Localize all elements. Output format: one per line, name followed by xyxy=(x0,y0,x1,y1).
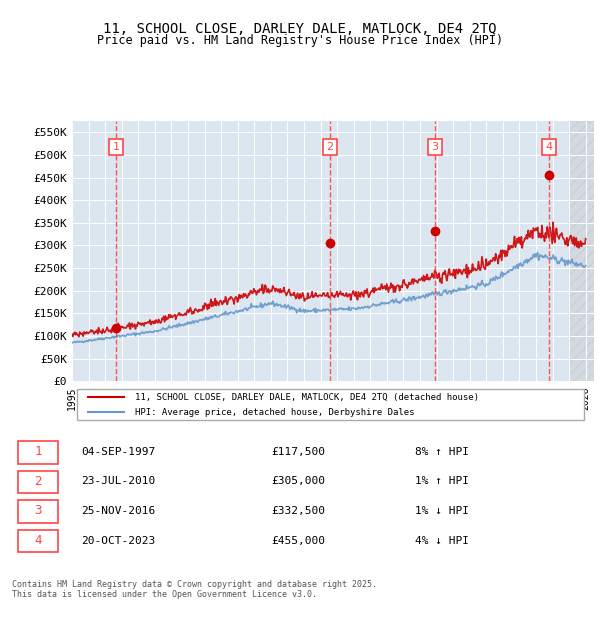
Text: 4% ↓ HPI: 4% ↓ HPI xyxy=(415,536,469,546)
Text: 3: 3 xyxy=(34,505,41,517)
Text: £332,500: £332,500 xyxy=(271,506,325,516)
FancyBboxPatch shape xyxy=(18,471,58,494)
FancyBboxPatch shape xyxy=(18,500,58,523)
Text: £455,000: £455,000 xyxy=(271,536,325,546)
FancyBboxPatch shape xyxy=(77,389,584,420)
Text: Price paid vs. HM Land Registry's House Price Index (HPI): Price paid vs. HM Land Registry's House … xyxy=(97,34,503,47)
Text: 11, SCHOOL CLOSE, DARLEY DALE, MATLOCK, DE4 2TQ: 11, SCHOOL CLOSE, DARLEY DALE, MATLOCK, … xyxy=(103,22,497,36)
Text: 1% ↑ HPI: 1% ↑ HPI xyxy=(415,476,469,486)
Text: £117,500: £117,500 xyxy=(271,446,325,457)
FancyBboxPatch shape xyxy=(18,530,58,552)
Text: 8% ↑ HPI: 8% ↑ HPI xyxy=(415,446,469,457)
Text: Contains HM Land Registry data © Crown copyright and database right 2025.
This d: Contains HM Land Registry data © Crown c… xyxy=(12,580,377,599)
Text: 11, SCHOOL CLOSE, DARLEY DALE, MATLOCK, DE4 2TQ (detached house): 11, SCHOOL CLOSE, DARLEY DALE, MATLOCK, … xyxy=(134,392,479,402)
Text: 1: 1 xyxy=(113,142,120,152)
Text: 3: 3 xyxy=(431,142,439,152)
Text: 4: 4 xyxy=(545,142,553,152)
FancyBboxPatch shape xyxy=(18,441,58,464)
Text: 23-JUL-2010: 23-JUL-2010 xyxy=(81,476,155,486)
Text: 1: 1 xyxy=(34,445,41,458)
Text: 20-OCT-2023: 20-OCT-2023 xyxy=(81,536,155,546)
Text: 4: 4 xyxy=(34,534,41,547)
Text: 2: 2 xyxy=(34,475,41,488)
Text: HPI: Average price, detached house, Derbyshire Dales: HPI: Average price, detached house, Derb… xyxy=(134,407,414,417)
Text: £305,000: £305,000 xyxy=(271,476,325,486)
Text: 2: 2 xyxy=(326,142,334,152)
Text: 04-SEP-1997: 04-SEP-1997 xyxy=(81,446,155,457)
Text: 25-NOV-2016: 25-NOV-2016 xyxy=(81,506,155,516)
Text: 1% ↓ HPI: 1% ↓ HPI xyxy=(415,506,469,516)
